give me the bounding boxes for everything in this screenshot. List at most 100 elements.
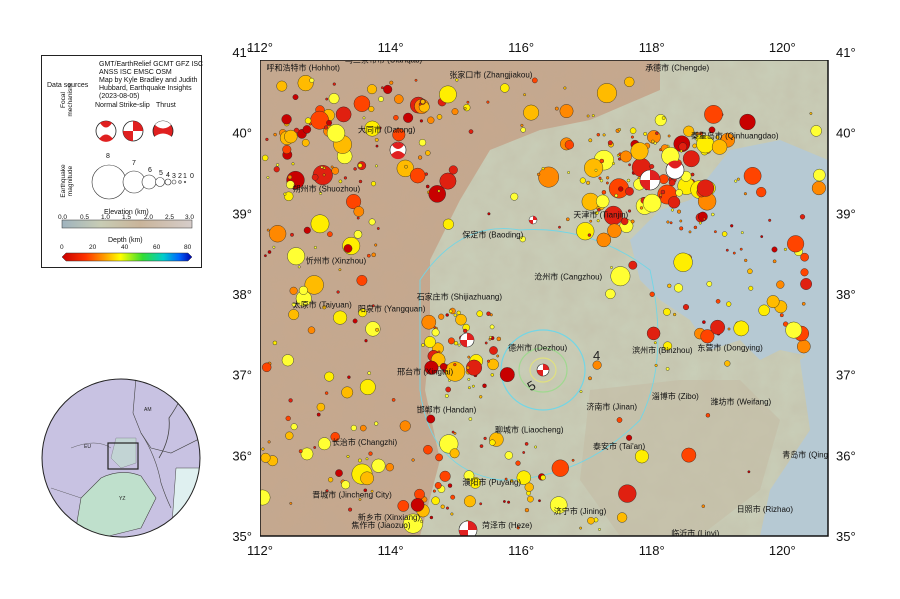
earthquake-marker bbox=[748, 285, 754, 291]
earthquake-marker bbox=[666, 220, 670, 224]
earthquake-marker bbox=[779, 313, 784, 318]
earthquake-marker bbox=[455, 78, 459, 82]
earthquake-marker bbox=[323, 166, 326, 170]
earthquake-marker bbox=[352, 318, 358, 324]
earthquake-marker bbox=[287, 247, 305, 266]
earthquake-marker bbox=[682, 150, 700, 168]
earthquake-marker bbox=[588, 376, 592, 381]
lat-tick-label: 35° bbox=[836, 529, 856, 544]
earthquake-marker bbox=[540, 474, 546, 481]
earthquake-marker bbox=[367, 84, 377, 95]
earthquake-marker bbox=[683, 304, 690, 311]
earthquake-marker bbox=[291, 162, 295, 166]
earthquake-marker bbox=[630, 219, 635, 224]
earthquake-marker bbox=[771, 246, 778, 253]
earthquake-marker bbox=[596, 219, 600, 223]
earthquake-marker bbox=[534, 445, 537, 449]
earthquake-marker bbox=[288, 309, 300, 321]
earthquake-marker bbox=[378, 96, 384, 102]
earthquake-marker bbox=[704, 105, 723, 124]
lat-tick-label: 39° bbox=[836, 206, 856, 221]
earthquake-marker bbox=[438, 313, 445, 320]
earthquake-marker bbox=[610, 266, 613, 269]
earthquake-marker bbox=[346, 194, 362, 210]
elevation-tick: 3.0 bbox=[185, 214, 195, 221]
depth-tick: 60 bbox=[153, 244, 161, 251]
inset-label-yz: YZ bbox=[119, 496, 125, 502]
earthquake-marker bbox=[668, 196, 681, 209]
lon-tick-label: 118° bbox=[639, 40, 665, 55]
mech-strike-slip-label: Strike-slip bbox=[119, 102, 150, 109]
earthquake-marker bbox=[272, 245, 276, 249]
earthquake-marker bbox=[319, 191, 323, 195]
earthquake-marker bbox=[448, 165, 458, 175]
earthquake-marker bbox=[453, 431, 457, 435]
earthquake-marker bbox=[266, 228, 270, 232]
earthquake-marker bbox=[290, 232, 294, 237]
city-label: 石家庄市 (Shijiazhuang) bbox=[417, 292, 503, 302]
earthquake-marker bbox=[394, 94, 404, 104]
elevation-colorbar bbox=[61, 219, 193, 229]
earthquake-marker bbox=[486, 359, 490, 363]
earthquake-marker bbox=[451, 108, 459, 115]
earthquake-marker bbox=[325, 489, 329, 493]
earthquake-marker bbox=[740, 231, 744, 235]
earthquake-marker bbox=[614, 193, 619, 198]
earthquake-marker bbox=[564, 140, 575, 150]
earthquake-marker bbox=[673, 312, 677, 317]
earthquake-marker bbox=[730, 224, 734, 228]
earthquake-marker bbox=[338, 179, 343, 184]
city-label: 大同市 (Datong) bbox=[358, 125, 416, 135]
earthquake-marker bbox=[711, 212, 715, 217]
earthquake-marker bbox=[324, 371, 335, 382]
earthquake-marker bbox=[739, 247, 743, 251]
earthquake-marker bbox=[455, 314, 467, 326]
elevation-tick: 1.0 bbox=[101, 214, 111, 221]
earthquake-marker bbox=[403, 112, 414, 123]
lat-tick-label: 40° bbox=[232, 126, 252, 141]
earthquake-marker bbox=[700, 329, 715, 344]
earthquake-marker bbox=[375, 164, 378, 168]
earthquake-marker bbox=[516, 470, 531, 485]
earthquake-marker bbox=[531, 77, 538, 84]
earthquake-marker bbox=[423, 445, 433, 455]
earthquake-marker bbox=[463, 328, 468, 333]
city-label: 秦皇岛市 (Qinhuangdao) bbox=[691, 130, 779, 140]
earthquake-marker bbox=[300, 447, 314, 461]
lon-tick-label: 114° bbox=[378, 543, 404, 558]
magnitude-tick: 3 bbox=[172, 173, 176, 180]
earthquake-marker bbox=[660, 189, 666, 195]
earthquake-marker bbox=[642, 193, 662, 213]
lon-tick-label: 116° bbox=[508, 40, 534, 55]
earthquake-marker bbox=[276, 163, 280, 167]
earthquake-marker bbox=[324, 391, 329, 395]
earthquake-marker bbox=[653, 341, 657, 345]
earthquake-marker bbox=[327, 477, 334, 483]
earthquake-marker bbox=[364, 339, 368, 343]
earthquake-marker bbox=[272, 340, 278, 346]
magnitude-tick: 0 bbox=[190, 173, 194, 180]
earthquake-marker bbox=[348, 507, 353, 512]
earthquake-marker bbox=[418, 138, 427, 147]
earthquake-marker bbox=[336, 290, 340, 294]
earthquake-marker bbox=[392, 128, 406, 142]
earthquake-marker bbox=[374, 243, 378, 247]
earthquake-marker bbox=[499, 367, 515, 382]
legend-graphics bbox=[61, 120, 193, 262]
earthquake-marker bbox=[643, 132, 648, 136]
earthquake-marker bbox=[424, 360, 439, 375]
city-label: 临沂市 (Linyi) bbox=[671, 528, 719, 538]
earthquake-marker bbox=[357, 163, 363, 168]
earthquake-marker bbox=[287, 174, 293, 180]
earthquake-marker bbox=[393, 115, 399, 121]
earthquake-marker bbox=[353, 230, 363, 239]
earthquake-marker bbox=[527, 495, 534, 503]
city-label: 天津市 (Tianjin) bbox=[573, 209, 628, 219]
earthquake-marker bbox=[551, 459, 569, 477]
earthquake-marker bbox=[370, 489, 374, 493]
earthquake-marker bbox=[487, 358, 499, 371]
earthquake-marker bbox=[476, 310, 483, 317]
earthquake-marker bbox=[368, 218, 376, 226]
earthquake-marker bbox=[290, 423, 298, 431]
earthquake-marker bbox=[266, 176, 270, 179]
